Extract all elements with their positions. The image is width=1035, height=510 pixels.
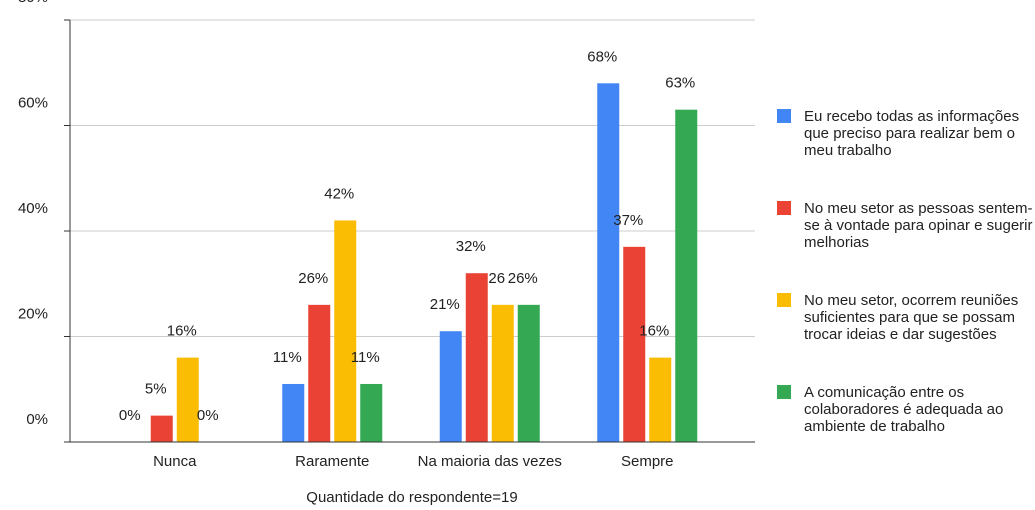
value-label: 21% — [430, 296, 460, 313]
legend-label: A comunicação entre os colaboradores é a… — [804, 384, 1004, 435]
value-label: 5% — [145, 381, 167, 398]
x-tick-label: Raramente — [295, 453, 369, 470]
legend-entry: No meu setor as pessoas sentem-se à vont… — [804, 200, 1033, 251]
bar — [334, 220, 357, 442]
value-label: 42% — [324, 185, 354, 202]
legend-label: Eu recebo todas as informações que preci… — [804, 108, 1020, 159]
legend-label: No meu setor as pessoas sentem-se à vont… — [804, 200, 1033, 251]
y-tick-label: 20% — [18, 305, 48, 322]
value-label: 11% — [273, 349, 302, 366]
value-label: 32% — [456, 238, 486, 255]
y-tick-label: 60% — [18, 94, 48, 111]
bar — [150, 415, 173, 442]
x-tick-label: Sempre — [621, 453, 674, 470]
value-label: 0% — [197, 407, 219, 424]
bar — [597, 83, 620, 443]
bar — [439, 331, 462, 442]
y-tick-label: 80% — [18, 0, 48, 6]
x-tick-label: Nunca — [153, 453, 197, 470]
value-label: 26% — [298, 270, 328, 287]
value-label: 16% — [167, 323, 197, 340]
bar — [282, 383, 305, 442]
value-label: 11% — [351, 349, 380, 366]
legend-swatch — [777, 201, 791, 215]
legend-swatch — [777, 293, 791, 307]
legend-entry: Eu recebo todas as informações que preci… — [804, 108, 1020, 159]
value-label: 16% — [639, 323, 669, 340]
x-axis-label: Quantidade do respondente=19 — [306, 489, 517, 506]
x-tick-label: Na maioria das vezes — [418, 453, 562, 470]
value-label: 26 — [488, 270, 505, 287]
bar — [623, 246, 646, 442]
bar — [491, 304, 514, 442]
bar — [649, 357, 672, 442]
bar — [308, 304, 331, 442]
bar — [517, 304, 540, 442]
bar — [176, 357, 199, 442]
value-label: 0% — [119, 407, 141, 424]
y-tick-label: 0% — [26, 411, 48, 428]
bar — [465, 273, 488, 442]
legend-label: No meu setor, ocorrem reuniões suficient… — [804, 292, 1019, 343]
legend-swatch — [777, 385, 791, 399]
value-label: 68% — [587, 48, 617, 65]
y-tick-label: 40% — [18, 200, 48, 217]
legend-entry: A comunicação entre os colaboradores é a… — [804, 384, 1004, 435]
value-label: 37% — [613, 212, 643, 229]
bar — [360, 383, 383, 442]
value-label: 26% — [508, 270, 538, 287]
legend-swatch — [777, 109, 791, 123]
bar — [675, 109, 698, 443]
legend-entry: No meu setor, ocorrem reuniões suficient… — [804, 292, 1019, 343]
value-label: 63% — [665, 75, 695, 92]
